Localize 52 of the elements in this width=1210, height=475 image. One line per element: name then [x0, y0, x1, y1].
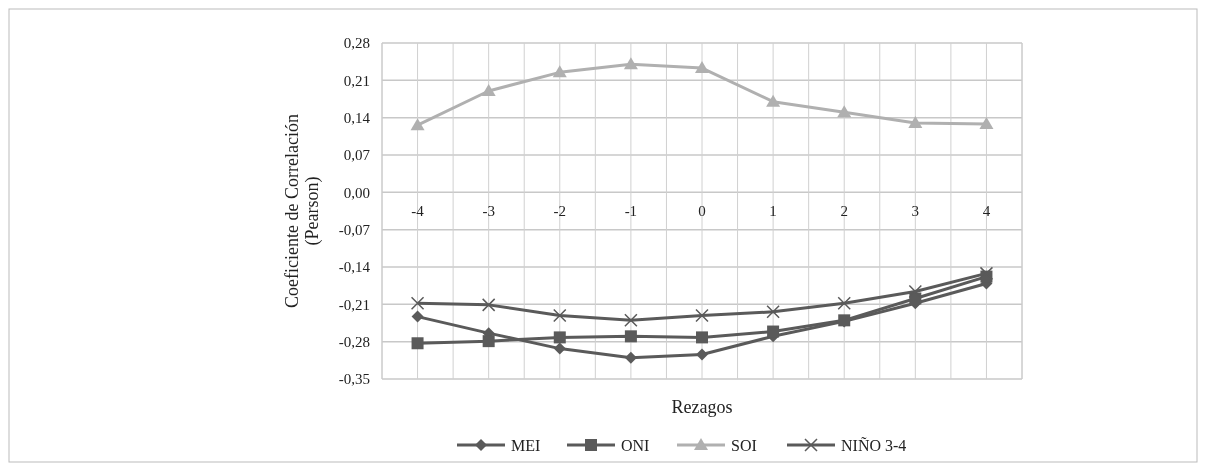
- x-tick-label: -2: [553, 203, 567, 220]
- point: [767, 325, 780, 338]
- point: [624, 351, 637, 364]
- x-tick-label: -1: [624, 203, 638, 220]
- y-tick-label: -0,14: [338, 259, 371, 276]
- point: [481, 298, 496, 312]
- point: [410, 118, 425, 131]
- point: [411, 337, 424, 350]
- point: [837, 105, 852, 118]
- legend-label: MEI: [511, 436, 541, 454]
- point: [624, 313, 638, 328]
- x-tick-label: 0: [698, 203, 706, 220]
- point: [979, 266, 994, 281]
- y-tick-label: 0,21: [343, 72, 370, 89]
- y-tick-label: -0,07: [338, 221, 371, 238]
- point: [766, 94, 781, 107]
- legend-label: NIÑO 3-4: [841, 436, 907, 454]
- point: [979, 117, 994, 130]
- point: [695, 308, 709, 323]
- point: [623, 57, 638, 70]
- point: [410, 296, 425, 311]
- y-tick-label: 0,07: [343, 147, 371, 164]
- x-axis-title: Rezagos: [671, 397, 733, 417]
- x-tick-label: 2: [840, 203, 848, 220]
- x-tick-label: 4: [982, 203, 991, 220]
- y-axis-title: Coeficiente de Correlación (Pearson): [282, 114, 323, 308]
- legend-label: ONI: [621, 436, 650, 454]
- point: [482, 335, 495, 348]
- point: [624, 330, 637, 343]
- point: [553, 308, 567, 323]
- x-tick-label: 1: [769, 203, 777, 220]
- x-tick-label: 3: [911, 203, 920, 220]
- point: [695, 61, 709, 74]
- x-tick-label: -3: [482, 203, 495, 220]
- y-tick-label: 0,00: [343, 184, 370, 201]
- point: [766, 305, 780, 319]
- x-tick-label: -4: [411, 203, 425, 220]
- legend-label: SOI: [731, 436, 757, 454]
- point: [696, 348, 708, 361]
- point: [696, 331, 708, 344]
- y-tick-label: -0,28: [338, 333, 370, 350]
- y-tick-label: 0,28: [343, 35, 370, 52]
- point: [908, 116, 923, 128]
- point: [553, 331, 566, 344]
- point: [481, 84, 496, 96]
- y-tick-label: -0,21: [338, 296, 370, 313]
- y-tick-label: -0,35: [338, 371, 370, 388]
- point: [553, 342, 566, 355]
- point: [552, 65, 567, 78]
- y-tick-label: 0,14: [343, 109, 371, 126]
- point: [837, 296, 851, 311]
- point: [411, 310, 424, 323]
